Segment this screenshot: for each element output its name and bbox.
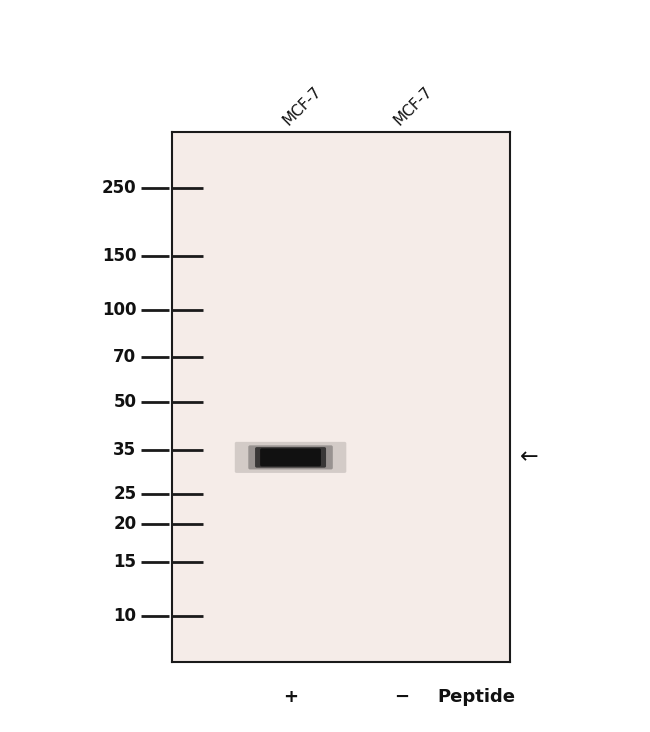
Text: 10: 10 bbox=[114, 608, 136, 625]
Text: −: − bbox=[395, 688, 410, 706]
Text: 70: 70 bbox=[113, 348, 136, 366]
Text: 15: 15 bbox=[114, 553, 136, 572]
Text: 35: 35 bbox=[113, 441, 136, 458]
Text: 25: 25 bbox=[113, 485, 136, 504]
Text: 100: 100 bbox=[102, 301, 136, 318]
FancyBboxPatch shape bbox=[248, 445, 333, 469]
Text: Peptide: Peptide bbox=[438, 688, 516, 706]
Text: +: + bbox=[283, 688, 298, 706]
Text: 250: 250 bbox=[102, 179, 136, 197]
FancyBboxPatch shape bbox=[260, 449, 321, 466]
Text: MCF-7: MCF-7 bbox=[280, 84, 324, 128]
Text: 20: 20 bbox=[113, 515, 136, 533]
Text: 150: 150 bbox=[102, 247, 136, 265]
Text: MCF-7: MCF-7 bbox=[391, 84, 436, 128]
FancyBboxPatch shape bbox=[255, 447, 326, 468]
Text: ←: ← bbox=[520, 447, 539, 468]
FancyBboxPatch shape bbox=[235, 442, 346, 473]
Text: 50: 50 bbox=[114, 393, 136, 411]
